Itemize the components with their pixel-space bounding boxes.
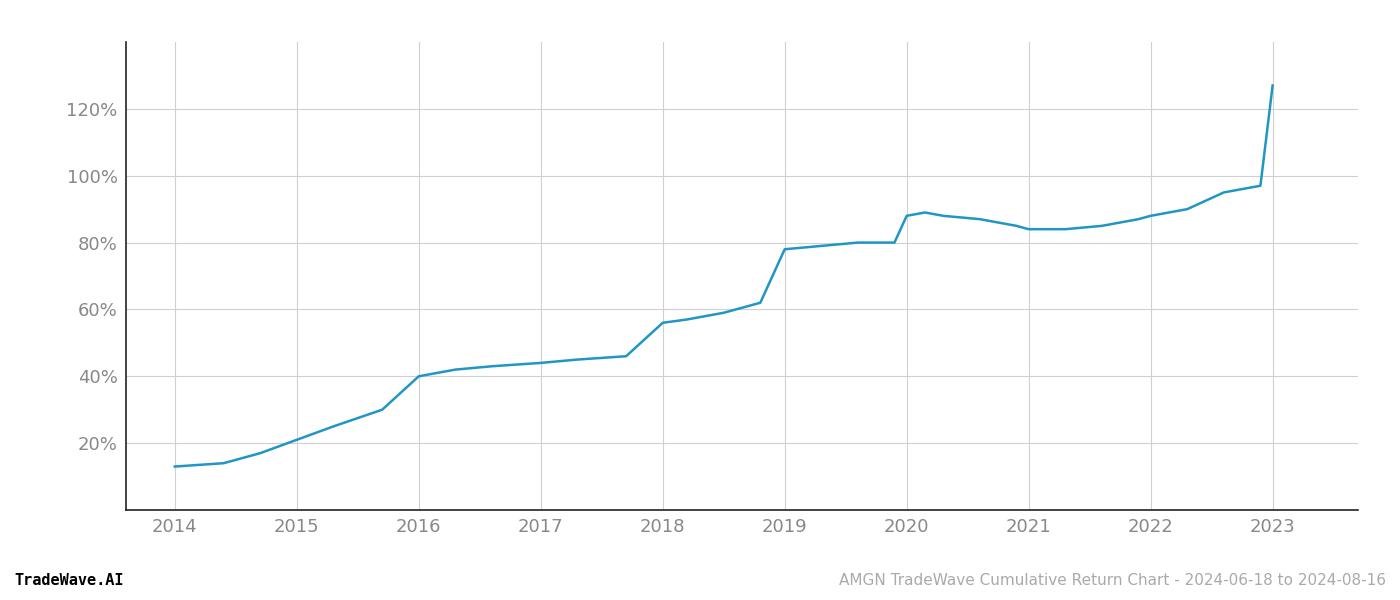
Text: AMGN TradeWave Cumulative Return Chart - 2024-06-18 to 2024-08-16: AMGN TradeWave Cumulative Return Chart -… <box>839 573 1386 588</box>
Text: TradeWave.AI: TradeWave.AI <box>14 573 123 588</box>
